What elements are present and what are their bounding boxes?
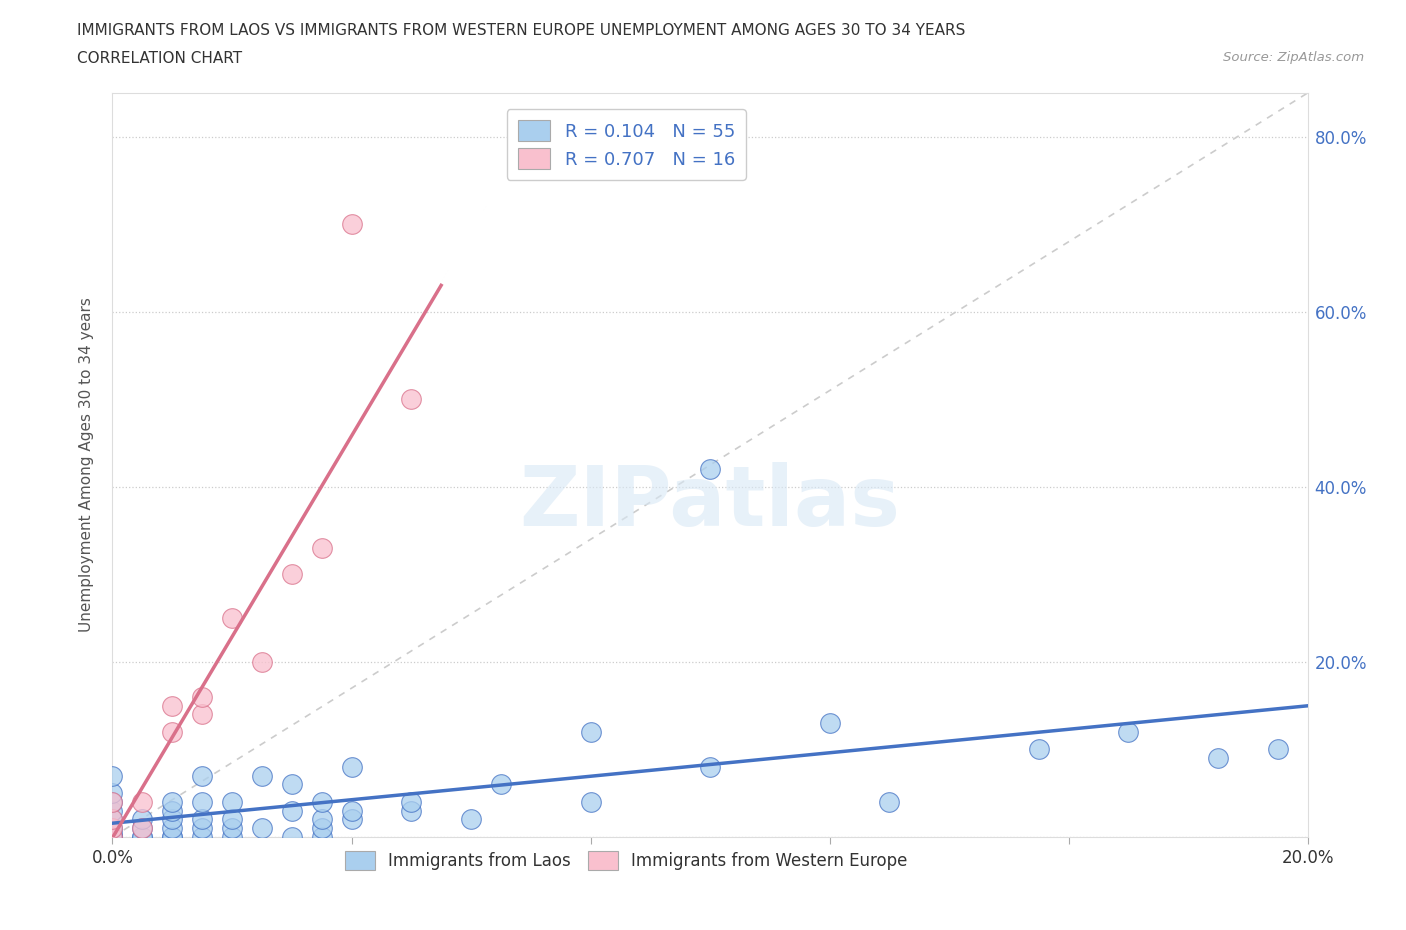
- Point: [162, 794, 183, 809]
- Point: [101, 821, 124, 836]
- Point: [101, 812, 124, 827]
- Point: [131, 812, 153, 827]
- Point: [221, 611, 243, 626]
- Point: [191, 768, 214, 783]
- Point: [311, 830, 333, 844]
- Point: [281, 567, 304, 582]
- Point: [101, 812, 124, 827]
- Point: [131, 821, 153, 836]
- Point: [221, 812, 243, 827]
- Point: [221, 821, 243, 836]
- Point: [101, 830, 124, 844]
- Point: [162, 812, 183, 827]
- Point: [579, 724, 602, 739]
- Point: [340, 760, 363, 775]
- Point: [311, 540, 333, 555]
- Point: [250, 655, 273, 670]
- Point: [340, 217, 363, 232]
- Y-axis label: Unemployment Among Ages 30 to 34 years: Unemployment Among Ages 30 to 34 years: [79, 298, 94, 632]
- Point: [162, 724, 183, 739]
- Point: [101, 794, 124, 809]
- Point: [101, 825, 124, 840]
- Point: [221, 830, 243, 844]
- Point: [131, 830, 153, 844]
- Point: [460, 812, 482, 827]
- Point: [699, 462, 721, 477]
- Point: [101, 821, 124, 836]
- Text: IMMIGRANTS FROM LAOS VS IMMIGRANTS FROM WESTERN EUROPE UNEMPLOYMENT AMONG AGES 3: IMMIGRANTS FROM LAOS VS IMMIGRANTS FROM …: [77, 23, 966, 38]
- Point: [162, 821, 183, 836]
- Point: [221, 794, 243, 809]
- Point: [281, 830, 304, 844]
- Point: [191, 707, 214, 722]
- Point: [1267, 742, 1289, 757]
- Point: [489, 777, 512, 792]
- Point: [191, 689, 214, 704]
- Point: [1206, 751, 1229, 765]
- Point: [401, 794, 423, 809]
- Point: [1028, 742, 1050, 757]
- Point: [311, 794, 333, 809]
- Point: [311, 812, 333, 827]
- Point: [699, 760, 721, 775]
- Point: [281, 777, 304, 792]
- Point: [879, 794, 901, 809]
- Point: [311, 821, 333, 836]
- Point: [818, 716, 841, 731]
- Point: [162, 830, 183, 844]
- Point: [401, 804, 423, 818]
- Point: [250, 821, 273, 836]
- Point: [131, 794, 153, 809]
- Point: [101, 830, 124, 844]
- Point: [131, 821, 153, 836]
- Point: [101, 804, 124, 818]
- Text: CORRELATION CHART: CORRELATION CHART: [77, 51, 242, 66]
- Point: [162, 698, 183, 713]
- Point: [191, 830, 214, 844]
- Point: [101, 794, 124, 809]
- Point: [191, 812, 214, 827]
- Point: [162, 830, 183, 844]
- Point: [101, 830, 124, 844]
- Point: [101, 786, 124, 801]
- Point: [281, 804, 304, 818]
- Text: ZIPatlas: ZIPatlas: [520, 461, 900, 543]
- Point: [340, 804, 363, 818]
- Point: [191, 821, 214, 836]
- Point: [162, 804, 183, 818]
- Point: [101, 768, 124, 783]
- Point: [1118, 724, 1140, 739]
- Point: [191, 794, 214, 809]
- Point: [101, 830, 124, 844]
- Point: [250, 768, 273, 783]
- Point: [340, 812, 363, 827]
- Point: [401, 392, 423, 406]
- Point: [579, 794, 602, 809]
- Text: Source: ZipAtlas.com: Source: ZipAtlas.com: [1223, 51, 1364, 64]
- Legend: Immigrants from Laos, Immigrants from Western Europe: Immigrants from Laos, Immigrants from We…: [339, 844, 914, 877]
- Point: [131, 830, 153, 844]
